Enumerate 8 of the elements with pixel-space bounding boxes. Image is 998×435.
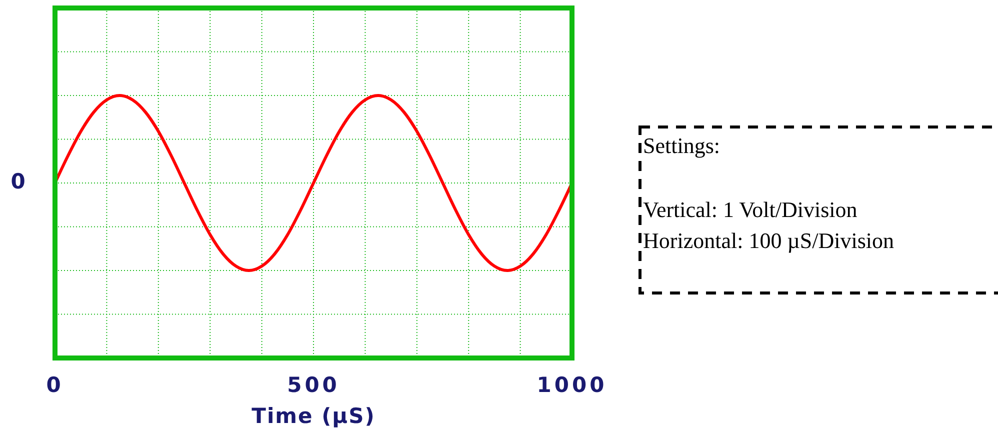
text: 0 (10, 170, 26, 194)
x-tick-label: 0 (46, 373, 64, 397)
x-axis-title: Time (µS) (252, 404, 376, 428)
x-tick-label: 1000 (536, 373, 608, 397)
x-tick-label: 500 (287, 373, 340, 397)
text: Horizontal: 100 µS/Division (643, 228, 894, 253)
text: Vertical: 1 Volt/Division (643, 197, 858, 222)
text: Settings: (643, 133, 720, 158)
